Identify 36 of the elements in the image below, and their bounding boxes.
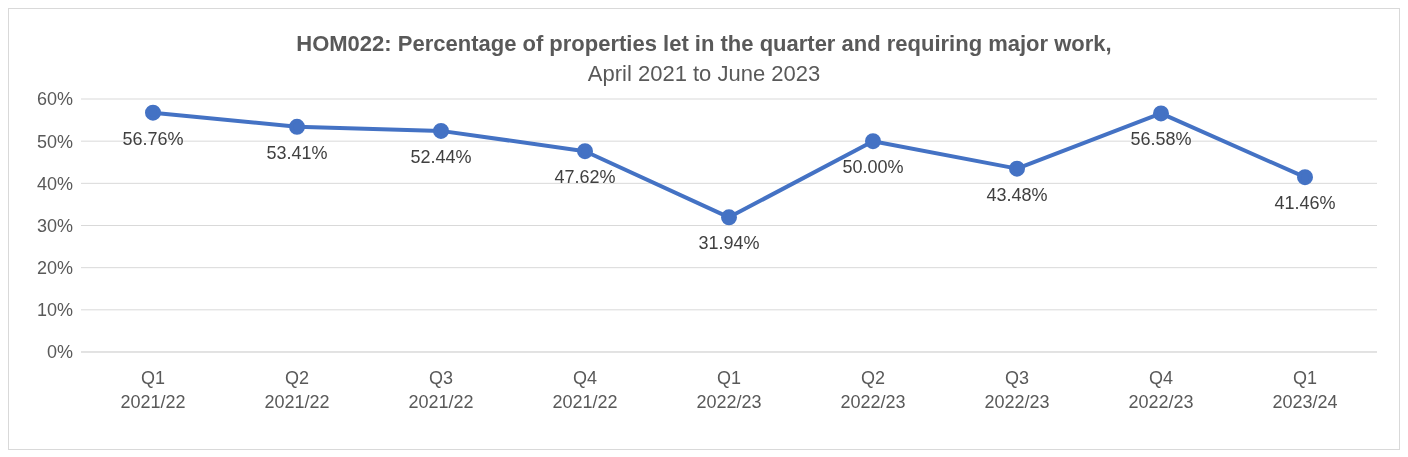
- data-label: 43.48%: [986, 184, 1048, 205]
- x-tick-label: Q2 2021/22: [264, 368, 330, 412]
- x-tick-label: Q1 2021/22: [120, 368, 186, 412]
- point: [1153, 105, 1169, 122]
- x-tick-label: Q4 2022/23: [1128, 368, 1194, 412]
- point: [1009, 160, 1025, 177]
- data-label: 53.41%: [266, 142, 328, 163]
- y-tick-label: 30%: [36, 215, 73, 236]
- y-tick-label: 40%: [36, 173, 73, 194]
- data-label: 56.76%: [122, 128, 184, 149]
- x-tick-label: Q4 2021/22: [552, 368, 618, 412]
- point: [865, 133, 881, 150]
- chart-title: HOM022: Percentage of properties let in the quarter and requiring major work,: [295, 31, 1113, 57]
- point: [721, 209, 737, 226]
- data-label: 50.00%: [842, 157, 904, 178]
- point: [577, 143, 593, 160]
- x-tick-label: Q3 2021/22: [408, 368, 474, 412]
- point: [433, 122, 449, 139]
- data-label: 56.58%: [1130, 129, 1192, 150]
- x-tick-label: Q1 2023/24: [1272, 368, 1338, 412]
- data-label: 47.62%: [554, 167, 616, 188]
- x-tick-label: Q1 2022/23: [696, 368, 762, 412]
- chart-subtitle: April 2021 to June 2023: [586, 61, 822, 87]
- point: [145, 104, 161, 121]
- data-label: 52.44%: [410, 146, 472, 167]
- x-tick-label: Q2 2022/23: [840, 368, 906, 412]
- x-tick-label: Q3 2022/23: [984, 368, 1050, 412]
- point: [289, 118, 305, 135]
- data-label: 31.94%: [698, 233, 760, 254]
- point: [1297, 169, 1313, 186]
- y-tick-label: 0%: [46, 342, 73, 363]
- y-tick-label: 20%: [36, 258, 73, 279]
- y-tick-label: 60%: [36, 89, 73, 110]
- y-tick-label: 50%: [36, 131, 73, 152]
- y-tick-label: 10%: [36, 300, 73, 321]
- data-label: 41.46%: [1274, 193, 1336, 214]
